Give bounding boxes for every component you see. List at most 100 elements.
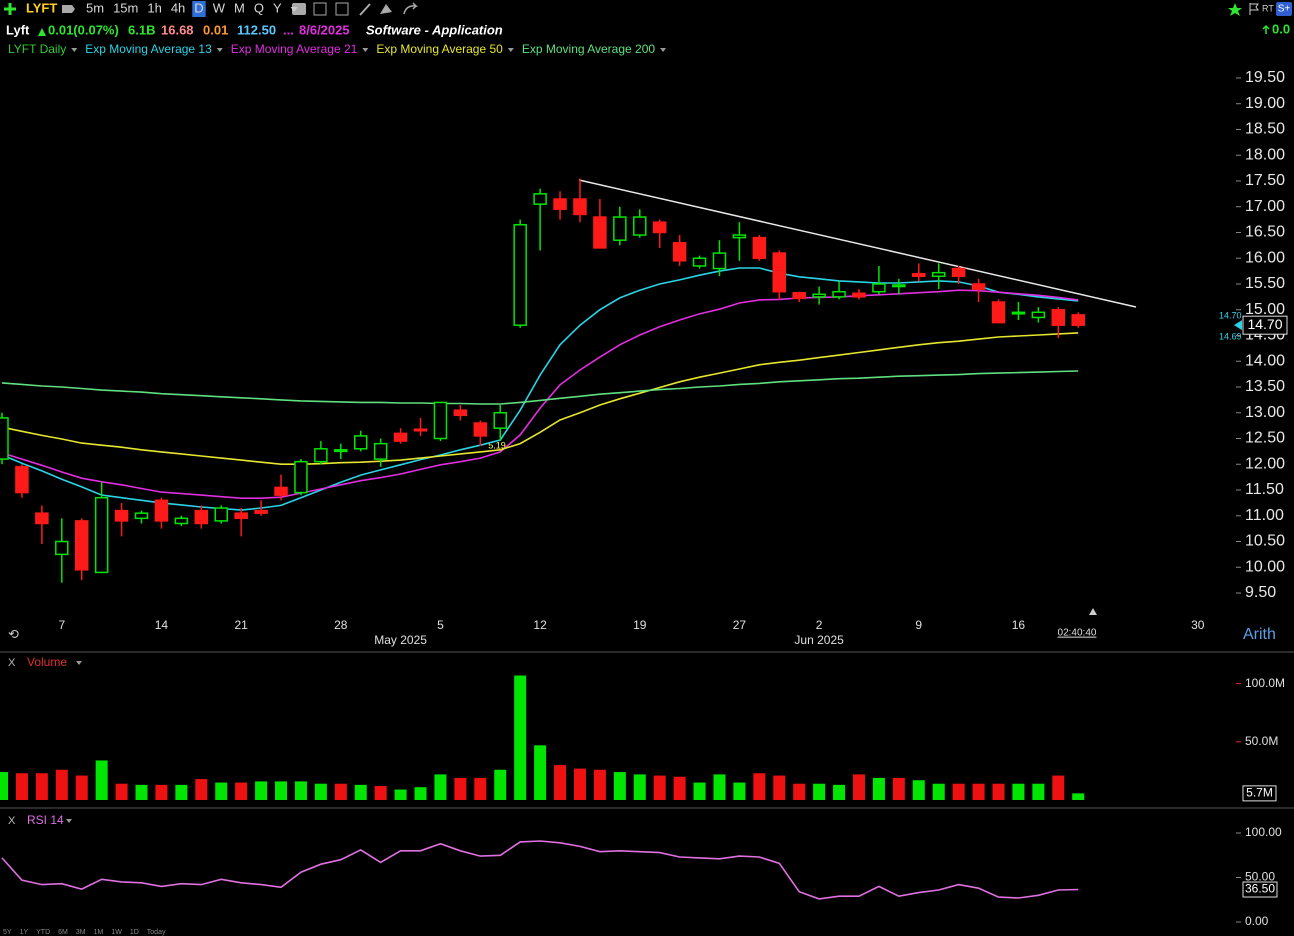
range-button[interactable]: 5Y: [3, 929, 12, 936]
share-icon[interactable]: [403, 2, 419, 15]
candle-body: [234, 512, 248, 520]
trendline[interactable]: [578, 179, 1137, 308]
candle-body: [732, 234, 747, 239]
plus-button[interactable]: [1276, 2, 1292, 16]
range-button[interactable]: 3M: [76, 929, 86, 936]
y-tick-label: 12.00: [1245, 455, 1285, 472]
y-tick-label: 100.0M: [1245, 676, 1285, 690]
legend-dropdown[interactable]: [216, 48, 223, 52]
add-icon[interactable]: [4, 3, 16, 15]
x-tick-label: 27: [733, 618, 747, 632]
candle-body: [453, 409, 468, 417]
x-tick-label: 28: [334, 618, 348, 632]
layout-icon[interactable]: [335, 2, 349, 16]
candle-body: [1031, 311, 1046, 319]
legend-entry[interactable]: LYFT Daily: [8, 42, 66, 56]
symbol[interactable]: LYFT: [26, 0, 57, 15]
active-timeframe-bg: [192, 1, 206, 17]
more[interactable]: ...: [283, 22, 294, 37]
candle-body: [593, 216, 607, 249]
timeframe-button[interactable]: 1h: [147, 0, 161, 15]
volume-bar: [534, 745, 547, 800]
x-tick-label: 14: [155, 618, 169, 632]
panel-title[interactable]: RSI 14: [27, 813, 64, 827]
range-button[interactable]: 1Y: [20, 929, 29, 936]
timeframe-button[interactable]: M: [234, 0, 245, 15]
timeframe-button[interactable]: D: [194, 0, 203, 15]
legend-dropdown[interactable]: [362, 48, 369, 52]
industry: Software - Application: [366, 22, 503, 37]
candle-body: [1011, 311, 1026, 315]
plus-label[interactable]: S+: [1278, 4, 1291, 15]
draw-icon[interactable]: [359, 3, 371, 16]
candle-body: [493, 411, 507, 429]
range-button[interactable]: 1D: [130, 929, 139, 936]
volume-bar: [554, 765, 567, 800]
quote-label: 14.70: [1219, 310, 1242, 320]
volume-bar: [593, 769, 606, 800]
dropdown[interactable]: [76, 661, 82, 665]
volume-bar: [414, 787, 427, 800]
volume-bar: [354, 784, 367, 800]
volume-bar: [972, 783, 985, 800]
y-tick-label: 15.00: [1245, 301, 1285, 318]
candle-body: [15, 466, 29, 494]
alert-icon[interactable]: [380, 4, 392, 14]
reset-icon[interactable]: ⟲: [8, 626, 19, 641]
y-tick-label: 10.00: [1245, 558, 1285, 575]
candle-body: [393, 432, 408, 442]
legend-dropdown[interactable]: [507, 48, 514, 52]
flag-icon[interactable]: [1249, 3, 1259, 15]
timeframe-buttons: 5Y 1Y YTD 6M 3M 1M 1W 1D Today: [3, 929, 166, 936]
last-value-box: [1242, 881, 1278, 898]
timeframe-button[interactable]: Y: [273, 0, 282, 15]
range-button[interactable]: 6M: [58, 929, 68, 936]
close-panel[interactable]: X: [8, 815, 16, 827]
candle-body: [513, 224, 527, 326]
volume-bar: [135, 784, 148, 800]
candle-body: [812, 293, 826, 298]
market-cap: 6.1B: [128, 22, 155, 37]
candle-body: [214, 507, 228, 522]
legend-entry[interactable]: Exp Moving Average 21: [231, 42, 358, 56]
dropdown[interactable]: [290, 7, 298, 12]
range-button[interactable]: 1M: [94, 929, 104, 936]
watch-star[interactable]: [1228, 3, 1242, 16]
volume-bar: [434, 774, 447, 800]
timeframe-button[interactable]: Q: [254, 0, 264, 15]
timeframe-button[interactable]: 15m: [113, 0, 138, 15]
chart-style-icon[interactable]: [292, 3, 306, 15]
y-tick-label: 12.50: [1245, 430, 1285, 447]
y-tick-label: 15.50: [1245, 275, 1285, 292]
panel-title[interactable]: Volume: [27, 655, 67, 669]
x-tick-label: 21: [234, 618, 248, 632]
line-series: [1, 370, 1079, 405]
timeframe-button[interactable]: 5m: [86, 0, 104, 15]
dropdown[interactable]: [66, 819, 72, 823]
range-button[interactable]: YTD: [36, 929, 50, 936]
scale-mode[interactable]: Arith: [1243, 626, 1276, 643]
line-series: [1, 332, 1079, 465]
candle-body: [314, 448, 328, 463]
candle-body: [573, 198, 587, 216]
volume-bar: [673, 776, 686, 800]
legend-entry[interactable]: Exp Moving Average 50: [376, 42, 503, 56]
x-tick-label: 12: [533, 618, 547, 632]
legend-dropdown[interactable]: [71, 48, 78, 52]
scroll-marker[interactable]: [1089, 608, 1097, 615]
y-tick-label: 50.0M: [1245, 734, 1278, 748]
legend-dropdown[interactable]: [660, 48, 667, 52]
legend-entry[interactable]: Exp Moving Average 13: [85, 42, 212, 56]
timeframe-button[interactable]: 4h: [171, 0, 185, 15]
volume-bar: [55, 769, 68, 800]
close-panel[interactable]: X: [8, 657, 16, 669]
timeframe-button[interactable]: W: [213, 0, 226, 15]
legend-entry[interactable]: Exp Moving Average 200: [522, 42, 656, 56]
range-button[interactable]: 1W: [111, 929, 122, 936]
range-button[interactable]: Today: [147, 929, 166, 936]
volume-bar: [773, 775, 786, 800]
bars-icon[interactable]: [313, 2, 327, 16]
rt-label[interactable]: RT: [1262, 3, 1274, 13]
tag-icon[interactable]: [62, 5, 75, 13]
x-tick-label: 2: [816, 618, 823, 632]
